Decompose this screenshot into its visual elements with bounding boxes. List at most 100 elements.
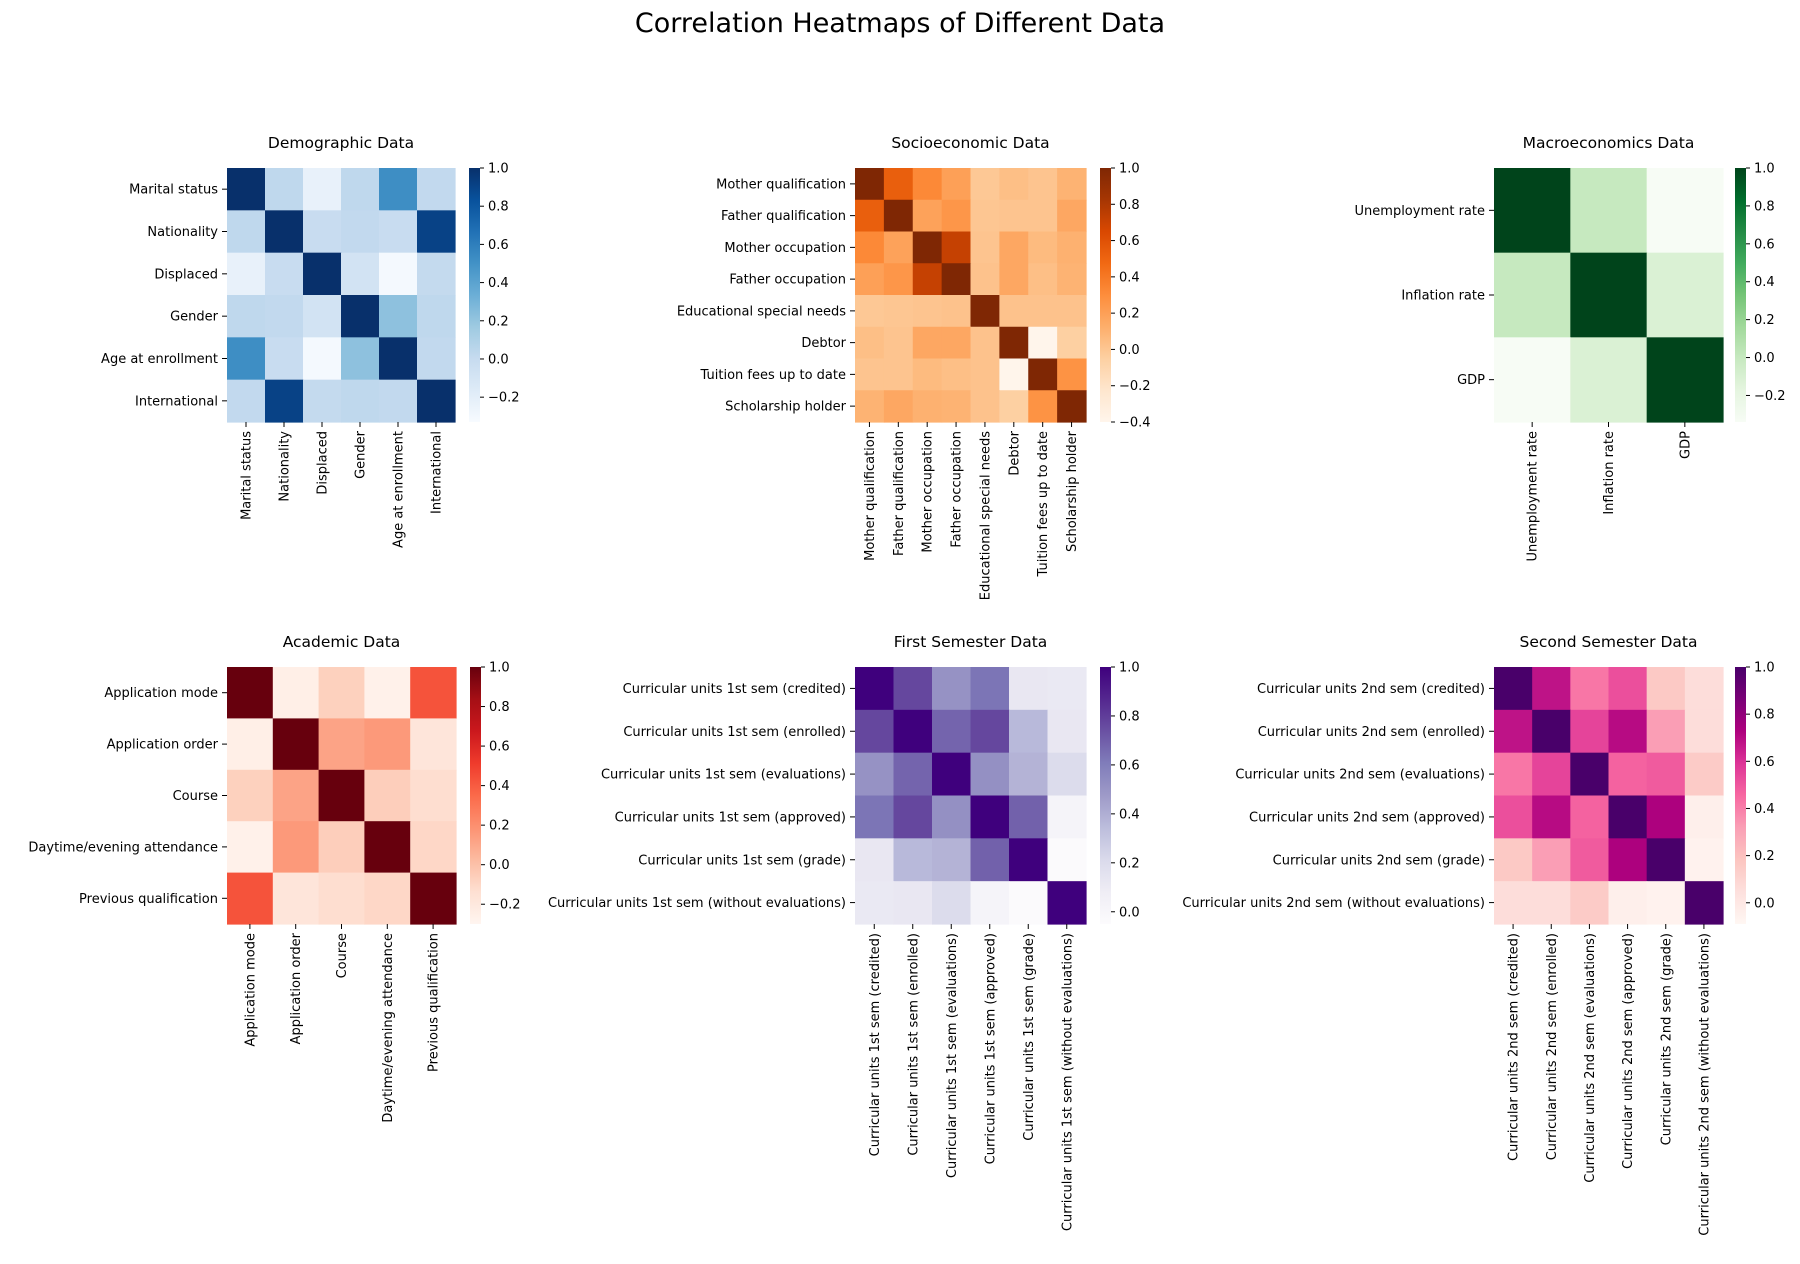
y-tick-label: Curricular units 1st sem (without evalua… bbox=[548, 896, 846, 911]
colorbar-tick-label: 0.8 bbox=[1754, 199, 1775, 214]
heatmap-cell bbox=[318, 667, 365, 719]
heatmap-cell bbox=[1570, 252, 1648, 338]
colorbar-tick-label: 0.6 bbox=[1754, 755, 1775, 770]
heatmap-cell bbox=[912, 358, 943, 391]
colorbar-tick-label: 0.2 bbox=[489, 819, 510, 834]
heatmap-cell bbox=[272, 769, 320, 822]
heatmap-cell bbox=[1532, 709, 1571, 754]
x-tick-label: Curricular units 2nd sem (enrolled) bbox=[1545, 933, 1560, 1160]
y-tick-label: Father qualification bbox=[721, 209, 846, 224]
heatmap-cell bbox=[1494, 709, 1533, 754]
heatmap-cell bbox=[1570, 709, 1610, 754]
heatmap-cell bbox=[912, 231, 943, 264]
y-tick-label: Curricular units 1st sem (grade) bbox=[638, 853, 846, 868]
colorbar-tick-label: 0.0 bbox=[1119, 905, 1140, 920]
heatmap-cell bbox=[855, 168, 885, 201]
colorbar-tick-label: 0.4 bbox=[1119, 807, 1140, 822]
heatmap-cell bbox=[1047, 709, 1087, 754]
heatmap-cell bbox=[341, 379, 380, 423]
y-tick-label: Unemployment rate bbox=[1355, 204, 1485, 219]
y-tick-label: Mother occupation bbox=[724, 241, 846, 256]
heatmap-cell bbox=[1646, 752, 1686, 797]
panel-title: Demographic Data bbox=[268, 134, 414, 152]
heatmap-cell bbox=[1057, 326, 1087, 360]
heatmap-cell bbox=[341, 168, 380, 211]
heatmap-cell bbox=[1057, 199, 1087, 233]
heatmap-cell bbox=[227, 379, 266, 423]
heatmap-cell bbox=[318, 872, 365, 925]
heatmap-cell bbox=[1057, 390, 1087, 423]
heatmap-cell bbox=[341, 337, 380, 381]
colorbar-tick-label: −0.2 bbox=[488, 391, 520, 406]
panel-title: First Semester Data bbox=[894, 633, 1048, 651]
heatmap-cell bbox=[912, 199, 943, 233]
x-tick-label: Curricular units 1st sem (evaluations) bbox=[945, 933, 960, 1178]
heatmap-cell bbox=[941, 263, 972, 296]
heatmap-cell bbox=[941, 326, 972, 360]
heatmap-cell bbox=[1532, 752, 1571, 797]
heatmap-cell bbox=[1494, 752, 1533, 797]
heatmap-cell bbox=[893, 709, 933, 754]
heatmap-cell bbox=[1009, 838, 1049, 882]
y-tick-label: Curricular units 1st sem (credited) bbox=[623, 682, 846, 697]
heatmap-cell bbox=[364, 821, 411, 874]
heatmap-cell bbox=[410, 718, 457, 771]
heatmap-cell bbox=[417, 379, 456, 423]
colorbar-tick-label: −0.4 bbox=[1119, 416, 1151, 431]
heatmap-cell bbox=[379, 210, 418, 254]
colorbar bbox=[470, 667, 481, 924]
heatmap-cell bbox=[883, 199, 914, 233]
y-tick-label: Curricular units 2nd sem (credited) bbox=[1257, 682, 1485, 697]
heatmap-cell bbox=[1646, 795, 1686, 839]
colorbar-tick-label: −0.2 bbox=[1754, 389, 1786, 404]
x-tick-label: Daytime/evening attendance bbox=[381, 933, 396, 1123]
heatmap-cell bbox=[970, 295, 1000, 328]
heatmap-cell bbox=[1608, 838, 1648, 882]
heatmap-cell bbox=[999, 295, 1029, 328]
heatmap-cell bbox=[227, 667, 274, 719]
heatmap-cell bbox=[303, 337, 342, 381]
colorbar bbox=[1100, 168, 1111, 422]
heatmap-cell bbox=[1532, 795, 1571, 839]
heatmap-cell bbox=[379, 337, 418, 381]
heatmap-cell bbox=[970, 390, 1000, 423]
x-tick-label: Gender bbox=[354, 430, 369, 479]
y-tick-label: International bbox=[135, 394, 218, 409]
y-tick-label: Educational special needs bbox=[677, 304, 846, 319]
heatmap-cell bbox=[1028, 295, 1058, 328]
colorbar-tick-label: 0.2 bbox=[1754, 849, 1775, 864]
heatmap-cell bbox=[227, 872, 274, 925]
x-tick-label: Father qualification bbox=[892, 431, 907, 556]
y-tick-label: Application order bbox=[107, 738, 219, 753]
colorbar-tick-label: 0.6 bbox=[489, 740, 510, 755]
heatmap-cell bbox=[303, 252, 342, 296]
heatmap-cell bbox=[855, 199, 885, 233]
x-tick-label: Tuition fees up to date bbox=[1036, 431, 1051, 577]
heatmap-cell bbox=[341, 295, 380, 338]
x-tick-label: Displaced bbox=[316, 431, 331, 495]
heatmap-cell bbox=[883, 390, 914, 423]
heatmap-cell bbox=[318, 718, 365, 771]
heatmap-cell bbox=[1009, 881, 1049, 925]
heatmap-cell bbox=[941, 295, 972, 328]
heatmap-cell bbox=[883, 263, 914, 296]
heatmap-cell bbox=[417, 295, 456, 338]
heatmap-cell bbox=[227, 821, 274, 874]
heatmap-cell bbox=[932, 881, 972, 925]
heatmap-cell bbox=[1532, 838, 1571, 882]
heatmap-cell bbox=[272, 667, 320, 719]
heatmap-cell bbox=[1608, 795, 1648, 839]
heatmap-cell bbox=[303, 295, 342, 338]
x-tick-label: Father occupation bbox=[950, 431, 965, 548]
heatmap-cell bbox=[883, 231, 914, 264]
heatmap-cell bbox=[893, 667, 933, 711]
colorbar-tick-label: 0.4 bbox=[1119, 270, 1140, 285]
heatmap-cell bbox=[1047, 667, 1087, 711]
y-tick-label: Daytime/evening attendance bbox=[28, 840, 218, 855]
x-tick-label: Curricular units 2nd sem (evaluations) bbox=[1583, 933, 1598, 1183]
heatmap-cell bbox=[855, 231, 885, 264]
heatmap-cell bbox=[1608, 667, 1648, 711]
heatmap-cell bbox=[970, 231, 1000, 264]
colorbar-tick-label: −0.2 bbox=[489, 898, 521, 913]
heatmap-cell bbox=[341, 252, 380, 296]
